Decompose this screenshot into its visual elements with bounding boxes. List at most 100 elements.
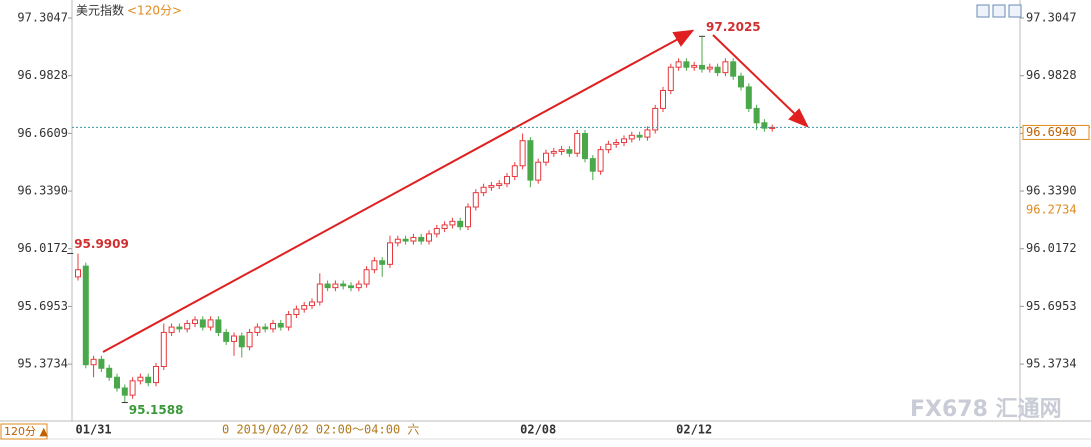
candle-body — [699, 64, 705, 70]
candle-body — [488, 184, 495, 188]
candle-body — [566, 149, 573, 154]
candle-body — [184, 322, 191, 330]
marker-price-label: 96.2734 — [1026, 202, 1077, 216]
icon[interactable] — [976, 4, 990, 18]
candle-body — [254, 326, 261, 333]
candle-body — [472, 192, 479, 208]
candle-body — [160, 331, 167, 367]
candle-body — [153, 365, 159, 384]
candle-body — [738, 75, 744, 88]
candle-body — [145, 376, 152, 384]
candle-body — [363, 269, 370, 285]
candle-body — [98, 358, 105, 369]
candle-body — [465, 206, 471, 228]
y-tick-label: 96.0172 — [17, 241, 68, 255]
candle-body — [433, 228, 440, 235]
last-price-box — [1022, 124, 1090, 140]
candle-body — [582, 133, 588, 160]
candle-body — [574, 133, 581, 154]
candle-body — [636, 134, 643, 138]
candle-body — [176, 326, 183, 330]
candle-body — [394, 238, 401, 244]
candle-body — [683, 61, 690, 68]
candle-body — [745, 86, 752, 109]
candle-body — [301, 305, 308, 310]
candle-body — [706, 66, 713, 70]
candle-body — [387, 242, 393, 265]
candle-body — [215, 319, 222, 333]
x-tick-label: 01/31 — [76, 423, 112, 437]
candle-body — [480, 186, 487, 194]
y2-tick-label: 95.6953 — [1026, 299, 1077, 313]
candle-body — [652, 107, 659, 131]
cursor-time: 0 2019/02/02 02:00～04:00 六 — [222, 423, 419, 437]
candle-body — [340, 283, 347, 287]
candle-body — [597, 149, 604, 172]
arrow-line — [712, 34, 798, 117]
candle-body — [527, 140, 534, 181]
arrow-line — [102, 37, 681, 353]
candle-body — [324, 283, 331, 289]
candle-body — [168, 326, 175, 333]
x-tick-label: 02/08 — [520, 423, 556, 437]
candle-body — [496, 183, 503, 186]
candle-body — [761, 122, 768, 129]
candle-body — [558, 149, 565, 152]
candle-body — [714, 66, 721, 74]
arrow-head — [788, 108, 810, 128]
x-tick-label: 02/12 — [676, 423, 712, 437]
candle-body — [121, 387, 128, 396]
candle-body — [543, 152, 549, 163]
candle-body — [730, 61, 737, 77]
candle-body — [621, 138, 627, 143]
candle-body — [441, 224, 448, 230]
candle-body — [223, 331, 230, 342]
candle-body — [660, 90, 666, 109]
period-button-label[interactable]: 120分 ▲ — [4, 425, 48, 438]
low-annotation: 95.1588 — [129, 403, 184, 417]
candle-body — [457, 220, 464, 228]
candle-body — [90, 358, 97, 366]
candle-body — [262, 326, 269, 330]
candle-body — [667, 66, 674, 92]
candle-body — [332, 283, 339, 289]
candle-body — [589, 158, 596, 172]
y-tick-label: 96.9828 — [17, 68, 68, 82]
y-tick-label: 96.3390 — [17, 184, 68, 198]
last-price-label: 96.6940 — [1026, 125, 1077, 139]
candle-body — [246, 331, 253, 348]
candle-body — [722, 61, 729, 74]
icon[interactable] — [992, 4, 1006, 18]
candle-body — [82, 265, 89, 366]
chart-subtitle: <120分> — [127, 4, 182, 18]
candle-body — [114, 376, 120, 389]
period-button[interactable] — [0, 423, 48, 440]
candle-body — [402, 238, 409, 242]
candle-body — [316, 283, 323, 303]
y-tick-label: 97.3047 — [17, 10, 68, 24]
candle-body — [348, 285, 354, 289]
candle-body — [410, 236, 417, 242]
toolbar-icons[interactable] — [976, 4, 1022, 18]
candle-body — [691, 64, 698, 68]
candle-body — [605, 143, 612, 151]
candle-body — [426, 233, 432, 242]
arrow-head — [672, 29, 695, 47]
candle-body — [277, 322, 284, 328]
y2-tick-label: 96.0172 — [1026, 241, 1077, 255]
y2-tick-label: 95.3734 — [1026, 357, 1077, 371]
candle-body — [75, 269, 81, 278]
candle-body — [238, 335, 245, 348]
candle-body — [199, 319, 206, 328]
candle-body — [418, 236, 425, 242]
candle-body — [644, 129, 651, 138]
trend-arrows — [102, 29, 810, 353]
candle-body — [293, 308, 300, 316]
candle-body — [675, 61, 682, 68]
candle-body — [129, 380, 136, 396]
icon[interactable] — [1008, 4, 1022, 18]
candle-body — [192, 319, 198, 324]
y-tick-label: 95.6953 — [17, 299, 68, 313]
candle-body — [371, 260, 378, 271]
